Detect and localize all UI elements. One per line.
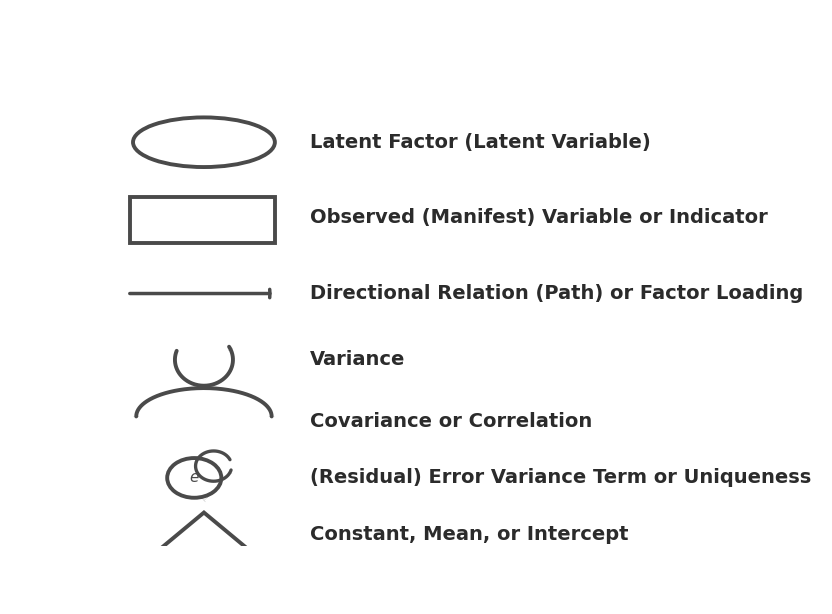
Text: Latent Factor (Latent Variable): Latent Factor (Latent Variable) [310,133,651,152]
Text: e: e [189,470,198,486]
Text: Covariance or Correlation: Covariance or Correlation [310,411,592,430]
Text: Directional Relation (Path) or Factor Loading: Directional Relation (Path) or Factor Lo… [310,284,804,303]
Text: Constant, Mean, or Intercept: Constant, Mean, or Intercept [310,525,629,544]
Text: (Residual) Error Variance Term or Uniqueness: (Residual) Error Variance Term or Unique… [310,468,811,488]
Bar [130,196,275,243]
Text: Variance: Variance [310,350,406,369]
Text: Observed (Manifest) Variable or Indicator: Observed (Manifest) Variable or Indicato… [310,208,768,227]
